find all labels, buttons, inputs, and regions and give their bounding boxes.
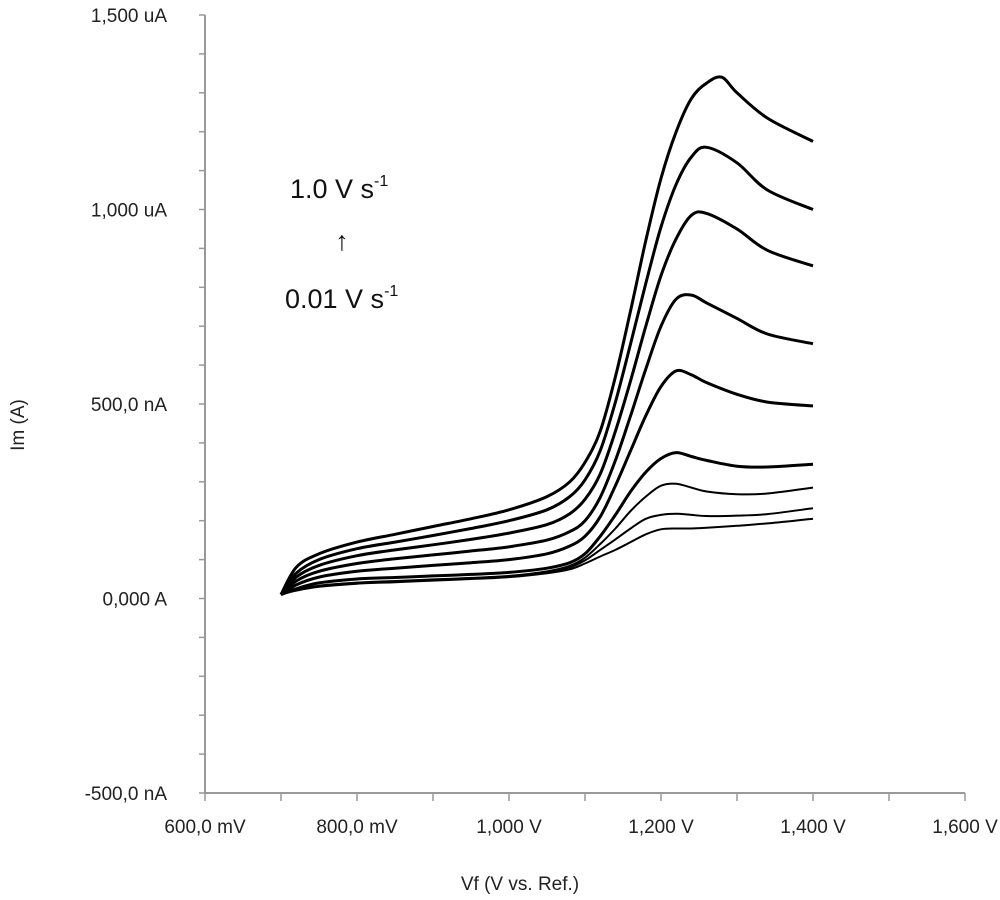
annotation-bottom: 0.01 V s-1 bbox=[285, 283, 398, 314]
axes bbox=[204, 15, 965, 794]
y-tick-label: 1,500 uA bbox=[91, 6, 167, 27]
series-line-9 bbox=[279, 75, 814, 596]
tick-labels: 1,500 uA 1,000 uA 500,0 nA 0,000 A -500,0 nA… bbox=[85, 6, 998, 838]
annotation-top: 1.0 V s-1 bbox=[290, 173, 388, 204]
series-line-4 bbox=[280, 451, 814, 596]
x-tick-label: 1,600 V bbox=[932, 817, 998, 838]
scan-rate-annotation: 1.0 V s-1 ↑ 0.01 V s-1 bbox=[285, 173, 398, 314]
x-tick-label: 1,400 V bbox=[780, 817, 846, 838]
y-axis-title: Im (A) bbox=[8, 399, 29, 451]
x-tick-label: 1,200 V bbox=[628, 817, 694, 838]
series-line-3 bbox=[280, 482, 814, 596]
ticks bbox=[199, 14, 966, 801]
y-tick-label: 0,000 A bbox=[103, 590, 168, 611]
x-tick-label: 600,0 mV bbox=[164, 817, 246, 838]
x-tick-label: 800,0 mV bbox=[316, 817, 398, 838]
series-line-5 bbox=[280, 368, 814, 596]
x-axis-title: Vf (V vs. Ref.) bbox=[461, 874, 579, 895]
series-group bbox=[279, 75, 814, 596]
series-line-6 bbox=[279, 293, 814, 596]
annotation-arrow: ↑ bbox=[335, 226, 349, 256]
series-line-8 bbox=[279, 145, 814, 596]
y-tick-label: 500,0 nA bbox=[91, 395, 167, 416]
y-tick-label: 1,000 uA bbox=[91, 201, 167, 222]
series-line-7 bbox=[279, 210, 814, 596]
x-tick-label: 1,000 V bbox=[476, 817, 542, 838]
y-tick-label: -500,0 nA bbox=[85, 784, 168, 805]
